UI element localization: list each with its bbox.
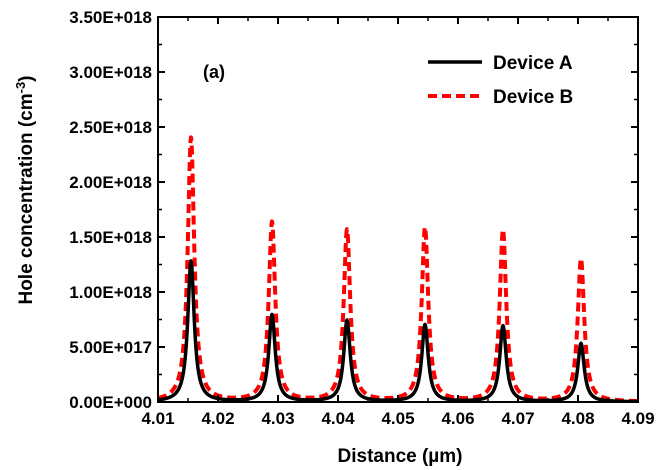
- x-tick-label: 4.06: [441, 409, 474, 428]
- y-tick-label: 2.50E+018: [69, 118, 152, 137]
- y-tick-label: 3.00E+018: [69, 63, 152, 82]
- x-tick-label: 4.03: [261, 409, 294, 428]
- legend: Device A Device B: [428, 53, 573, 108]
- y-tick-label: 3.50E+018: [69, 8, 152, 27]
- panel-annotation: (a): [203, 62, 225, 82]
- legend-label-device-a: Device A: [493, 53, 573, 74]
- series-line-device-b: [158, 135, 638, 402]
- y-tick-label: 5.00E+017: [69, 338, 152, 357]
- series-layer: [158, 135, 638, 402]
- x-tick-label: 4.05: [381, 409, 414, 428]
- y-tick-label: 1.50E+018: [69, 228, 152, 247]
- x-tick-label: 4.02: [201, 409, 234, 428]
- series-line-device-a: [158, 259, 638, 402]
- y-tick-label: 0.00E+000: [69, 393, 152, 412]
- x-tick-label: 4.08: [561, 409, 594, 428]
- plot-frame: [157, 16, 639, 403]
- y-axis-label-exponent: -3: [13, 82, 28, 94]
- y-axis-label-suffix: ): [16, 75, 37, 81]
- y-tick-label: 1.00E+018: [69, 283, 152, 302]
- y-axis: 0.00E+000 5.00E+017 1.00E+018 1.50E+018 2.00…: [69, 8, 638, 412]
- x-tick-label: 4.01: [141, 409, 174, 428]
- x-tick-label: 4.04: [321, 409, 355, 428]
- x-tick-label: 4.07: [501, 409, 534, 428]
- x-axis: 4.01 4.02 4.03 4.04 4.05 4.06 4.07 4.08 4.09: [141, 17, 655, 428]
- x-axis-label: Distance (µm): [338, 446, 463, 467]
- y-tick-label: 2.00E+018: [69, 173, 152, 192]
- legend-label-device-b: Device B: [493, 87, 573, 108]
- y-axis-label-prefix: Hole concentration (cm: [16, 93, 37, 304]
- y-axis-label: Hole concentration (cm-3): [13, 75, 38, 304]
- x-tick-label: 4.09: [621, 409, 654, 428]
